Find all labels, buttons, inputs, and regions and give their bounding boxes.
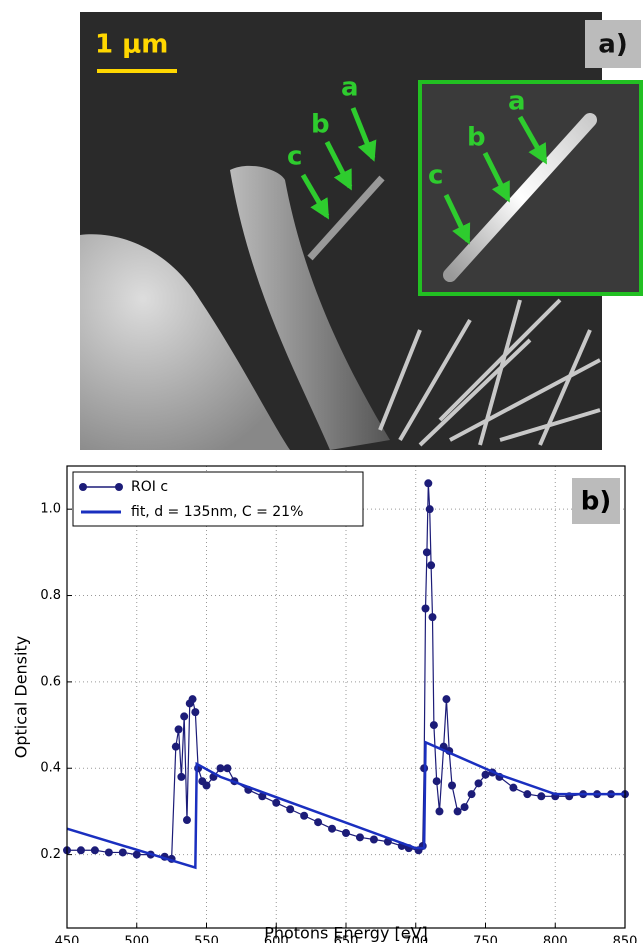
markers: a b c a b c <box>287 73 526 191</box>
series-line <box>66 740 625 870</box>
data-point <box>435 807 444 816</box>
legend-label: fit, d = 135nm, C = 21% <box>131 504 303 520</box>
x-tick-label: 550 <box>194 935 219 944</box>
x-axis-label: Photons Energy [eV] <box>264 924 428 943</box>
data-point <box>460 803 469 812</box>
data-point <box>467 790 476 799</box>
data-point <box>328 824 337 833</box>
marker-label: a <box>341 73 359 103</box>
data-point <box>427 561 436 570</box>
y-tick-label: 0.6 <box>40 674 61 689</box>
x-tick-label: 850 <box>613 935 638 944</box>
data-point <box>188 695 197 704</box>
data-point <box>90 846 99 855</box>
data-point <box>432 777 441 786</box>
marker-label: b <box>311 110 330 140</box>
data-point <box>481 770 490 779</box>
scale-label: 1 μm <box>95 30 168 60</box>
data-point <box>174 725 183 734</box>
y-tick-label: 0.8 <box>40 588 61 603</box>
panel-label-box <box>585 20 641 68</box>
crystals <box>378 298 601 447</box>
data-point <box>216 764 225 773</box>
data-point <box>180 712 189 721</box>
data-point <box>191 708 200 717</box>
data-point <box>342 829 350 838</box>
data-point <box>171 742 180 751</box>
y-tick-label: 1.0 <box>40 502 61 517</box>
data-point <box>474 779 483 788</box>
y-tick-label: 0.4 <box>40 761 61 776</box>
data-point <box>509 783 518 792</box>
plot-area <box>63 479 629 870</box>
chart: 450 500 550 600 650 700 750 800 8500.20.40.60.81… <box>12 465 638 947</box>
legend-marker <box>115 483 123 491</box>
marker-label: a <box>508 87 526 117</box>
y-axis-label: Optical Density <box>12 636 31 758</box>
nanorod <box>307 175 385 261</box>
rock <box>80 234 290 450</box>
data-point <box>76 846 85 855</box>
y-tick-label: 0.2 <box>40 847 61 862</box>
panel-label: a) <box>598 30 627 60</box>
x-tick-label: 800 <box>543 935 568 944</box>
data-point <box>132 850 141 859</box>
marker-label: c <box>287 142 302 172</box>
legend-marker <box>79 483 87 491</box>
pillar <box>230 165 390 451</box>
data-point <box>424 479 433 488</box>
data-point <box>118 848 127 857</box>
plot-frame <box>66 465 626 929</box>
arrows <box>300 107 548 245</box>
data-point <box>104 848 113 857</box>
data-point <box>422 548 431 557</box>
x-tick-label: 450 <box>55 935 80 944</box>
legend-label: ROI c <box>131 479 168 495</box>
data-point <box>442 695 451 704</box>
data-point <box>355 833 364 842</box>
data-point <box>258 792 267 801</box>
data-point <box>182 816 191 825</box>
data-point <box>453 807 462 816</box>
panel-label-box <box>572 478 620 524</box>
data-point <box>272 798 281 807</box>
data-point <box>300 811 309 820</box>
data-point <box>202 781 211 790</box>
data-point <box>425 505 434 514</box>
inset-rod <box>443 113 597 282</box>
data-point <box>286 805 295 814</box>
panel-label: b) <box>581 487 612 517</box>
data-point <box>369 835 378 844</box>
data-point <box>314 818 323 827</box>
x-tick-label: 500 <box>124 935 149 944</box>
data-point <box>429 721 438 730</box>
data-point <box>223 764 232 773</box>
legend-box <box>72 471 364 527</box>
data-point <box>428 613 437 622</box>
data-point <box>421 604 430 613</box>
data-point <box>537 792 546 801</box>
x-tick-label: 750 <box>473 935 498 944</box>
marker-label: c <box>428 161 443 191</box>
sem-image: 1 μm a) a b c a b c <box>80 12 643 451</box>
marker-label: b <box>467 123 486 153</box>
data-point <box>523 790 532 799</box>
data-point <box>448 781 457 790</box>
data-point <box>177 772 186 781</box>
